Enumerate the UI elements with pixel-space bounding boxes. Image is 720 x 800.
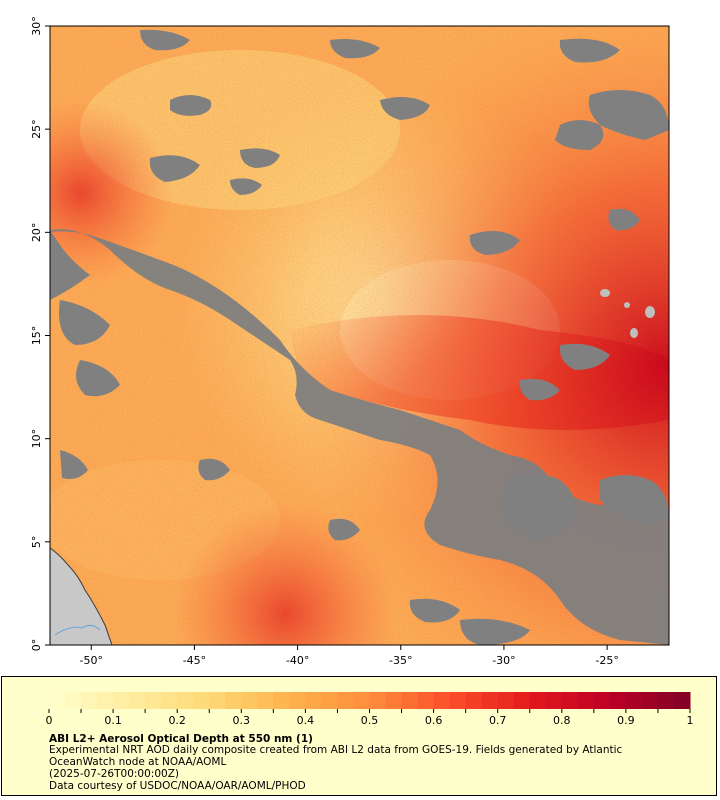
light-gray-patches bbox=[600, 289, 655, 338]
colorbar-cell bbox=[97, 692, 114, 709]
colorbar-cell bbox=[641, 692, 659, 709]
colorbar-cell bbox=[81, 692, 98, 709]
colorbar-cell bbox=[401, 692, 419, 709]
lat-tick-label: 0° bbox=[30, 639, 43, 652]
aod-field bbox=[50, 26, 669, 645]
lon-tick-label: -25° bbox=[595, 654, 618, 667]
colorbar-cell bbox=[225, 692, 242, 709]
colorbar-cell bbox=[529, 692, 547, 709]
caption-description-line1: Experimental NRT AOD daily composite cre… bbox=[49, 744, 623, 756]
colorbar-cell bbox=[577, 692, 595, 709]
colorbar-cell bbox=[593, 692, 611, 709]
lon-tick-label: -45° bbox=[183, 654, 206, 667]
colorbar-cell bbox=[113, 692, 130, 709]
colorbar-cell bbox=[177, 692, 194, 709]
colorbar-cell bbox=[209, 692, 226, 709]
colorbar-cell bbox=[497, 692, 515, 709]
colorbar-cell bbox=[337, 692, 354, 709]
colorbar-cell bbox=[673, 692, 691, 709]
colorbar-cell bbox=[161, 692, 178, 709]
colorbar-cell bbox=[289, 692, 306, 709]
colorbar-cell bbox=[545, 692, 563, 709]
colorbar-cell bbox=[145, 692, 162, 709]
colorbar-cell bbox=[129, 692, 146, 709]
colorbar-cell bbox=[273, 692, 290, 709]
colorbar-cell bbox=[465, 692, 483, 709]
colorbar-cell bbox=[513, 692, 531, 709]
colorbar-cell bbox=[321, 692, 338, 709]
lat-tick-label: 5° bbox=[30, 536, 43, 549]
lon-tick-label: -35° bbox=[389, 654, 412, 667]
land-south-america bbox=[50, 547, 113, 645]
cloud-mask bbox=[50, 29, 669, 645]
colorbar-tick-label: 0.8 bbox=[553, 714, 571, 727]
colorbar: 0 0.1 0.2 0.3 0.4 0.5 0.6 0.7 0.8 0.9 1 bbox=[46, 692, 694, 727]
lon-tick-label: -40° bbox=[286, 654, 309, 667]
colorbar-tick-label: 0.4 bbox=[297, 714, 315, 727]
colorbar-cell bbox=[353, 692, 370, 709]
colorbar-cell bbox=[193, 692, 210, 709]
latitude-axis: 0° 5° 10° 15° 20° 25° 30° bbox=[30, 16, 50, 651]
colorbar-cell bbox=[481, 692, 499, 709]
caption-description: Experimental NRT AOD daily composite cre… bbox=[49, 744, 622, 768]
lat-tick-label: 25° bbox=[30, 119, 43, 139]
colorbar-tick-label: 0 bbox=[46, 714, 53, 727]
caption-title: ABI L2+ Aerosol Optical Depth at 550 nm … bbox=[49, 733, 313, 745]
colorbar-cell bbox=[625, 692, 643, 709]
caption-description-line2: OceanWatch node at NOAA/AOML bbox=[49, 756, 227, 768]
colorbar-cell bbox=[449, 692, 467, 709]
longitude-axis: -50° -45° -40° -35° -30° -25° bbox=[80, 645, 619, 667]
colorbar-cell bbox=[417, 692, 435, 709]
lat-tick-label: 20° bbox=[30, 223, 43, 243]
colorbar-cell bbox=[561, 692, 579, 709]
lon-tick-label: -50° bbox=[80, 654, 103, 667]
colorbar-cell bbox=[257, 692, 274, 709]
colorbar-tick-label: 0.3 bbox=[233, 714, 251, 727]
colorbar-tick-label: 0.2 bbox=[168, 714, 186, 727]
colorbar-cell bbox=[65, 692, 82, 709]
colorbar-cell bbox=[49, 692, 66, 709]
colorbar-cell bbox=[241, 692, 258, 709]
lon-tick-label: -30° bbox=[492, 654, 515, 667]
colorbar-cell bbox=[385, 692, 403, 709]
colorbar-cell bbox=[433, 692, 451, 709]
colorbar-tick-label: 0.1 bbox=[104, 714, 122, 727]
legend-panel: 0 0.1 0.2 0.3 0.4 0.5 0.6 0.7 0.8 0.9 1 ABI L2+ Ae… bbox=[1, 676, 717, 796]
colorbar-cell bbox=[609, 692, 627, 709]
colorbar-tick-label: 0.5 bbox=[361, 714, 379, 727]
colorbar-tick-label: 0.7 bbox=[489, 714, 507, 727]
caption-date: (2025-07-26T00:00:00Z) bbox=[49, 768, 179, 780]
colorbar-cell bbox=[369, 692, 387, 709]
lat-tick-label: 30° bbox=[30, 16, 43, 36]
colorbar-tick-label: 1 bbox=[687, 714, 694, 727]
colorbar-cell bbox=[657, 692, 675, 709]
lat-tick-label: 15° bbox=[30, 326, 43, 346]
caption-credit: Data courtesy of USDOC/NOAA/OAR/AOML/PHO… bbox=[49, 780, 306, 792]
colorbar-cell bbox=[305, 692, 322, 709]
colorbar-tick-label: 0.6 bbox=[425, 714, 443, 727]
aod-map: -50° -45° -40° -35° -30° -25° 0° 5° 10° 15° 20° 25… bbox=[30, 16, 670, 667]
lat-tick-label: 10° bbox=[30, 429, 43, 449]
colorbar-tick-label: 0.9 bbox=[617, 714, 635, 727]
